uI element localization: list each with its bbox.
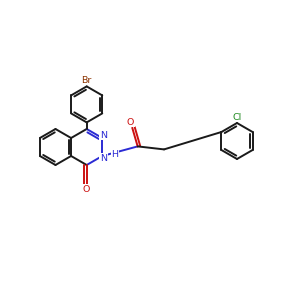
- Text: H: H: [111, 150, 118, 159]
- Text: N: N: [100, 154, 107, 163]
- Text: O: O: [127, 118, 134, 127]
- Text: O: O: [83, 184, 90, 194]
- Text: Br: Br: [82, 76, 92, 85]
- Text: Cl: Cl: [232, 112, 242, 122]
- Text: N: N: [100, 130, 107, 140]
